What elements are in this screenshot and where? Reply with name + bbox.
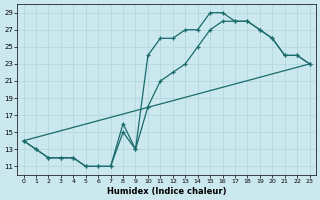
X-axis label: Humidex (Indice chaleur): Humidex (Indice chaleur) (107, 187, 226, 196)
